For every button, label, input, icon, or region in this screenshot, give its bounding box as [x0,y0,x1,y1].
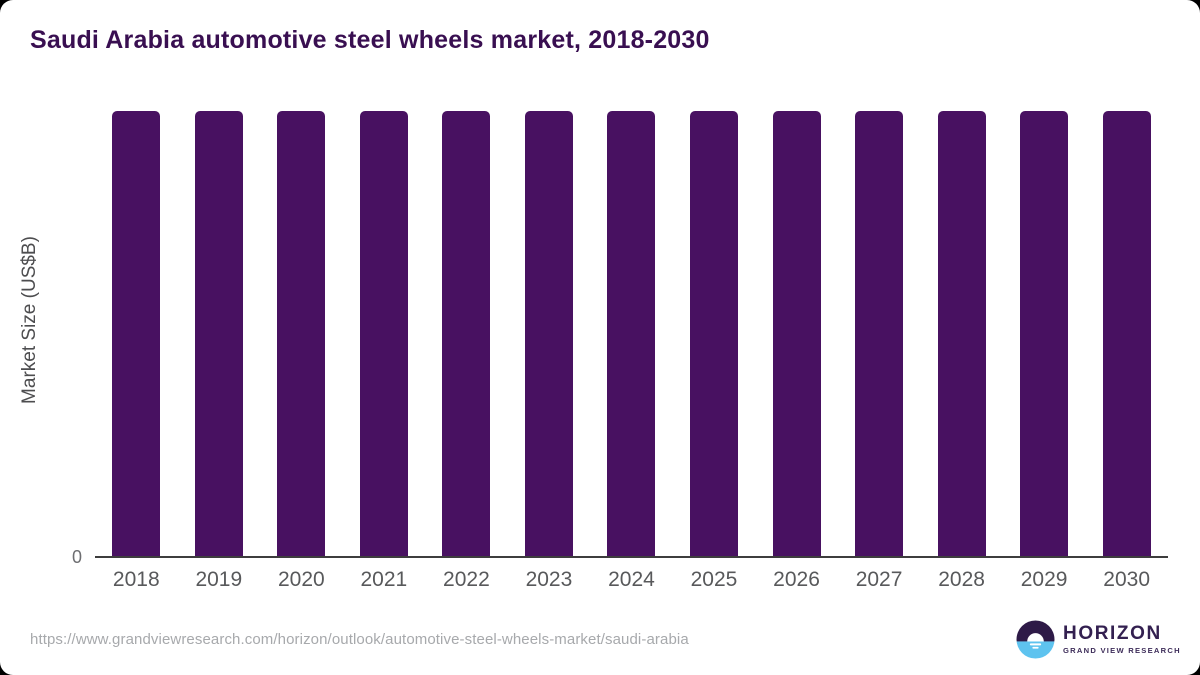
bar-2024 [607,111,656,556]
x-axis-label-2024: 2024 [608,568,655,591]
y-axis-label: Market Size (US$B) [19,236,40,404]
y-axis-tick-0: 0 [71,547,82,567]
x-axis-label-2019: 2019 [195,568,243,591]
bar-slot [343,111,426,556]
x-axis-label-2026: 2026 [773,568,820,591]
bar-slot [1003,111,1086,556]
x-axis-label-2027: 2027 [855,568,903,591]
bar-2026 [772,111,821,556]
bar-2019 [194,111,243,556]
bar-2018 [112,111,161,556]
horizon-logo-icon [1016,620,1055,659]
plot-area [95,111,1168,558]
bar-slot [1085,111,1168,556]
bar-slot [838,111,921,556]
bar-slot [755,111,838,556]
bar-2029 [1020,111,1069,556]
bar-2030 [1102,111,1151,556]
chart-title: Saudi Arabia automotive steel wheels mar… [30,26,710,54]
bar-2023 [524,111,573,556]
x-axis-label-2025: 2025 [690,568,738,591]
x-axis-label-2029: 2029 [1020,568,1068,591]
bar-series [95,111,1168,556]
bar-2028 [937,111,986,556]
x-axis-label-2018: 2018 [112,568,160,591]
bar-slot [920,111,1003,556]
bar-slot [260,111,343,556]
bar-slot [95,111,178,556]
x-axis-label-2030: 2030 [1103,568,1150,591]
source-url: https://www.grandviewresearch.com/horizo… [30,631,689,648]
x-axis-labels: 2018 2019 2020 2021 2022 2023 2024 2025 2026 2027… [95,568,1168,592]
bar-slot [508,111,591,556]
bar-2020 [277,111,326,556]
horizon-logo-text: HORIZON GRAND VIEW RESEARCH [1063,623,1181,656]
horizon-logo: HORIZON GRAND VIEW RESEARCH [1016,620,1181,659]
bar-2021 [359,111,408,556]
horizon-logo-name: HORIZON [1063,623,1162,644]
x-axis-label-2028: 2028 [938,568,985,591]
bar-slot [178,111,261,556]
horizon-logo-tagline: GRAND VIEW RESEARCH [1063,646,1181,655]
x-axis-label-2023: 2023 [525,568,573,591]
x-axis-label-2020: 2020 [277,568,325,591]
bar-slot [673,111,756,556]
x-axis-label-2021: 2021 [360,568,408,591]
bar-2022 [442,111,491,556]
bar-slot [590,111,673,556]
x-axis-label-2022: 2022 [443,568,490,591]
bar-2025 [689,111,738,556]
bar-slot [425,111,508,556]
bar-2027 [855,111,904,556]
